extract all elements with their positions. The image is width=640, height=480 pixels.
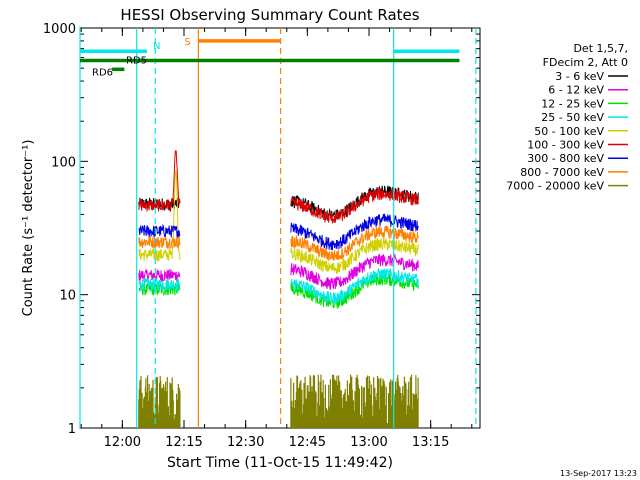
legend-entry-label: 300 - 800 keV — [527, 152, 604, 165]
series-line — [290, 273, 419, 309]
series-line — [138, 150, 181, 212]
x-tick-label: 12:45 — [289, 435, 326, 450]
flag-label: RD5 — [126, 56, 147, 67]
y-tick-label: 10 — [59, 289, 76, 304]
flag-label: RD6 — [92, 67, 113, 78]
legend-title-line: FDecim 2, Att 0 — [543, 56, 628, 69]
footer-timestamp: 13-Sep-2017 13:23 — [560, 469, 637, 478]
legend-entry-label: 3 - 6 keV — [555, 70, 604, 83]
series-line — [138, 223, 181, 239]
legend-entry-label: 12 - 25 keV — [541, 97, 604, 110]
legend-title-line: Det 1,5,7, — [573, 42, 628, 55]
axes: 1 10 100 1000 12:00 12:15 12:30 12:45 13:00 13:15 — [43, 22, 480, 450]
y-tick-label: 100 — [51, 155, 76, 170]
series-line — [138, 375, 181, 428]
legend-entry-label: 7000 - 20000 keV — [506, 180, 604, 193]
y-tick-label: 1000 — [43, 22, 76, 37]
flags: N S RD5 RD6 — [79, 28, 477, 428]
y-axis-label-text: Count Rate (s⁻¹ detector⁻¹) — [21, 140, 36, 317]
legend-entry-label: 6 - 12 keV — [548, 84, 604, 97]
legend-entry-label: 25 - 50 keV — [541, 111, 604, 124]
chart-title: HESSI Observing Summary Count Rates — [120, 6, 419, 24]
y-tick-label: 1 — [68, 422, 76, 437]
x-tick-label: 13:00 — [350, 435, 387, 450]
series-line — [290, 374, 419, 428]
x-tick-label: 12:00 — [104, 435, 141, 450]
y-axis-label: Count Rate (s⁻¹ detector⁻¹) — [21, 140, 36, 317]
series-line — [138, 170, 181, 263]
flag-label: S — [184, 37, 190, 48]
x-tick-label: 12:15 — [165, 435, 202, 450]
x-axis-label: Start Time (11-Oct-15 11:49:42) — [167, 455, 393, 471]
series-line — [290, 253, 419, 290]
legend-entry-label: 50 - 100 keV — [534, 125, 604, 138]
x-tick-label: 13:15 — [412, 435, 449, 450]
series-line — [138, 269, 181, 282]
series-line — [290, 187, 419, 224]
series-line — [138, 278, 181, 292]
legend-entry-label: 100 - 300 keV — [527, 139, 604, 152]
series-line — [138, 236, 181, 251]
x-tick-label: 12:30 — [227, 435, 264, 450]
series-line — [290, 236, 419, 274]
series-line — [290, 225, 419, 261]
series-line — [290, 213, 419, 251]
flag-label: N — [153, 41, 160, 52]
series-line — [290, 268, 419, 305]
series-area — [138, 150, 419, 428]
legend-entry-label: 800 - 7000 keV — [520, 166, 604, 179]
